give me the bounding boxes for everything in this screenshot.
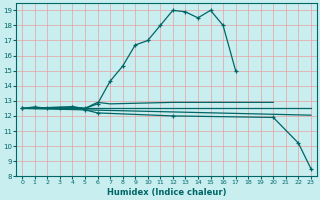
X-axis label: Humidex (Indice chaleur): Humidex (Indice chaleur)	[107, 188, 226, 197]
